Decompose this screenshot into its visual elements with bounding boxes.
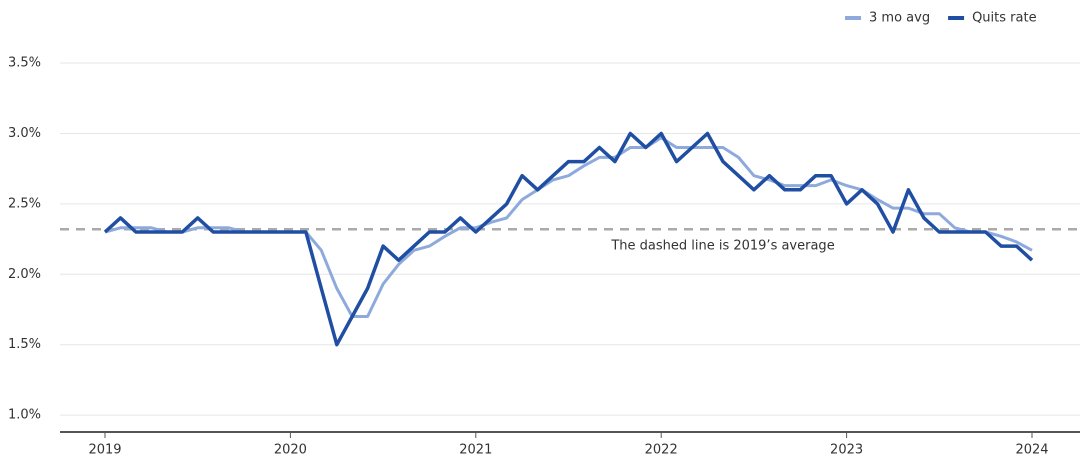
annotation: The dashed line is 2019’s average	[610, 239, 834, 254]
x-tick-label: 2020	[274, 443, 307, 458]
y-tick-label: 2.0%	[8, 267, 41, 282]
x-tick-label: 2023	[830, 443, 863, 458]
x-tick-label: 2019	[88, 443, 121, 458]
y-tick-label: 1.0%	[8, 408, 41, 423]
legend-label: 3 mo avg	[869, 11, 930, 26]
y-tick-label: 2.5%	[8, 196, 41, 211]
series-line	[103, 131, 1034, 347]
x-tick-label: 2024	[1015, 443, 1048, 458]
x-tick-label: 2022	[645, 443, 678, 458]
y-tick-label: 3.0%	[8, 126, 41, 141]
legend-label: Quits rate	[972, 11, 1037, 26]
y-tick-label: 1.5%	[8, 337, 41, 352]
x-tick-label: 2021	[459, 443, 492, 458]
y-tick-label: 3.5%	[8, 56, 41, 71]
